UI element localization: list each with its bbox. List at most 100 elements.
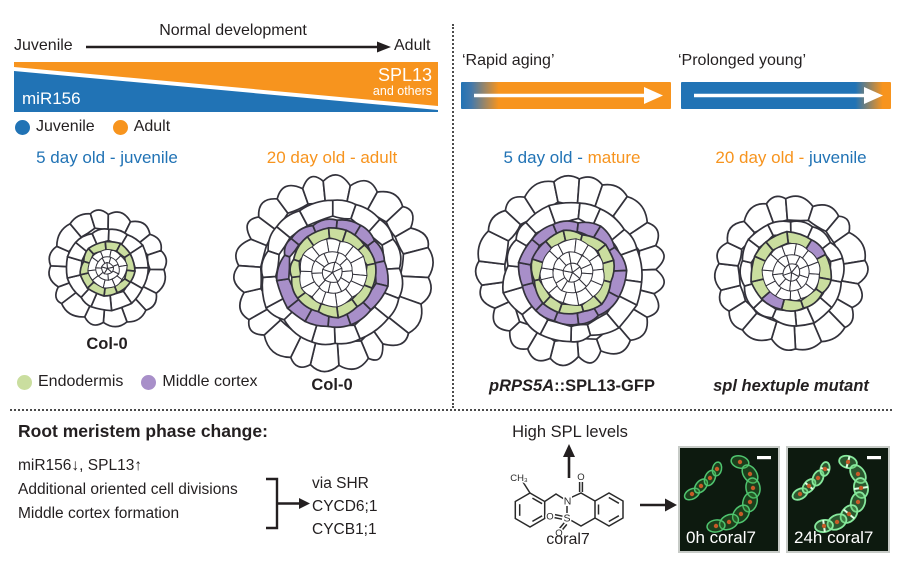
panel-subtitle: 20 day old - adult (267, 148, 397, 168)
root-cross-section (47, 208, 167, 328)
panel-subtitle-part: 20 day old - (715, 148, 809, 167)
scale-bar (757, 456, 771, 460)
panel-subtitle-part: mature (587, 148, 641, 167)
prolonged-young-label: ‘Prolonged young’ (678, 52, 807, 69)
atom-o-left: O (546, 512, 553, 523)
cell-nucleus (815, 475, 821, 481)
age-legend-dot (15, 119, 30, 135)
root-cross-section (474, 174, 665, 366)
atom-o-carbonyl: O (577, 472, 584, 483)
cell-nucleus (845, 459, 851, 465)
age-legend-label: Juvenile (36, 118, 95, 135)
spl13-wedge-sublabel: and others (373, 84, 432, 98)
spl13-wedge-label: SPL13 (378, 65, 432, 85)
high-spl-label: High SPL levels (512, 423, 628, 441)
horizontal-divider (10, 409, 892, 411)
mir156-wedge-shape (14, 71, 438, 112)
cell-legend-label: Middle cortex (162, 373, 258, 390)
mir156-spl13-wedge: miR156 SPL13 and others (14, 62, 438, 112)
cell-nucleus (834, 519, 840, 525)
age-legend-dot (112, 119, 128, 135)
cell-nucleus (689, 491, 695, 497)
phase-change-line: Additional oriented cell divisions (18, 481, 238, 498)
downstream-target: via SHR (312, 475, 369, 492)
normal-development-arrow (86, 41, 391, 53)
atom-s: S (563, 513, 570, 525)
cell-nucleus (713, 523, 719, 529)
juvenile-axis-label: Juvenile (14, 37, 73, 54)
vertical-divider (452, 24, 454, 408)
micrograph-24h: 24h coral7 (786, 446, 890, 553)
bottom-title: Root meristem phase change: (18, 421, 268, 441)
downstream-targets: via SHR CYCD6;1 CYCB1;1 (312, 472, 377, 541)
cell-nucleus (747, 499, 753, 505)
cell-nucleus (726, 519, 732, 525)
panel-genotype-part: Col-0 (86, 335, 128, 353)
treatment-result-arrow (640, 498, 677, 512)
panel-subtitle: 5 day old - juvenile (36, 148, 178, 168)
cell-nucleus (737, 459, 743, 465)
atom-ch3: CH₃ (510, 473, 528, 484)
panel-genotype-label: Col-0 (86, 335, 127, 354)
micrograph-0h-label: 0h coral7 (686, 528, 756, 547)
panel-subtitle-part: juvenile (808, 148, 867, 167)
cell-legend-dot (141, 374, 157, 390)
atom-n: N (564, 496, 572, 508)
cell-nucleus (797, 491, 803, 497)
coral7-name: coral7 (546, 531, 590, 548)
micrograph-24h-image (791, 454, 881, 533)
cell-nucleus (821, 523, 827, 529)
mir156-wedge-label: miR156 (22, 89, 81, 108)
phase-change-line: Middle cortex formation (18, 505, 180, 522)
cell-legend-dot (17, 374, 32, 390)
cell-nucleus (855, 471, 861, 477)
micrograph-24h-label: 24h coral7 (794, 528, 874, 547)
downstream-target: CYCB1;1 (312, 521, 377, 538)
root-cross-section (713, 194, 869, 351)
panel-genotype-part: ::SPL13-GFP (554, 377, 655, 395)
spl13-wedge-shape (14, 62, 438, 106)
age-legend-item: Juvenile (15, 118, 95, 136)
age-legend: Juvenile Adult (15, 118, 188, 140)
panel-subtitle: 5 day old - mature (503, 148, 640, 168)
rapid-aging-bar (461, 82, 671, 109)
cell-nucleus (750, 485, 756, 491)
axis-title: Normal development (159, 22, 307, 39)
age-legend-label: Adult (133, 118, 171, 135)
cell-nucleus (858, 485, 864, 491)
panel-genotype-part: Col-0 (311, 376, 353, 394)
panel-genotype-label: Col-0 (311, 376, 352, 395)
adult-axis-label: Adult (394, 37, 431, 54)
panel-subtitle-part: 5 day old - (503, 148, 588, 167)
cell-nucleus (698, 483, 704, 489)
cell-legend-label: Endodermis (38, 373, 124, 390)
panel-genotype-label: spl hextuple mutant (713, 377, 869, 396)
cell-legend-item: Middle cortex (141, 373, 258, 391)
panel-subtitle-part: 5 day old - juvenile (36, 148, 178, 167)
panel-genotype-label: pRPS5A::SPL13-GFP (489, 377, 655, 396)
downstream-target: CYCD6;1 (312, 498, 378, 515)
cell-nucleus (738, 511, 744, 517)
panel-subtitle-part: 20 day old - adult (266, 148, 398, 167)
cell-nucleus (747, 471, 753, 477)
coral7-structure: CH₃ N S O O O (509, 471, 624, 541)
panel-subtitle: 20 day old - juvenile (715, 148, 866, 168)
cell-nucleus (855, 499, 861, 505)
cell-nucleus (806, 483, 812, 489)
cell-nucleus (846, 511, 852, 517)
rapid-aging-arrow (474, 87, 663, 104)
cell-legend-item: Endodermis (17, 373, 123, 391)
cell-nucleus (822, 466, 828, 472)
phase-change-line: miR156↓, SPL13↑ (18, 457, 143, 474)
up-arrow (563, 444, 575, 478)
bracket-arrow (266, 477, 310, 530)
prolonged-young-arrow (694, 87, 883, 104)
atom-o-bottom: O (555, 528, 562, 539)
prolonged-young-bar (681, 82, 891, 109)
phase-change-lines: miR156↓, SPL13↑ Additional oriented cell … (18, 454, 238, 526)
cell-nucleus (714, 466, 720, 472)
micrograph-0h: 0h coral7 (678, 446, 780, 553)
root-cross-section (232, 173, 434, 372)
